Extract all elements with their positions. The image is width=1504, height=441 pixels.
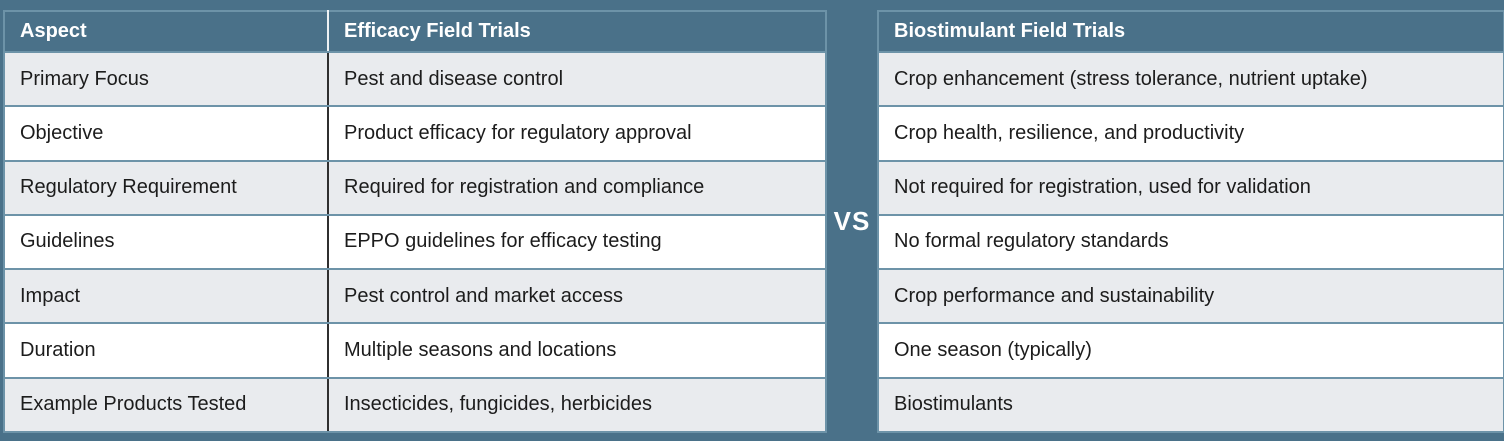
- biostimulant-table-body: Crop enhancement (stress tolerance, nutr…: [877, 50, 1504, 434]
- header-row: Aspect Efficacy Field Trials: [3, 10, 827, 53]
- table-row: Impact Pest control and market access: [3, 268, 827, 325]
- efficacy-cell: EPPO guidelines for efficacy testing: [328, 213, 827, 271]
- table-row: Guidelines EPPO guidelines for efficacy t…: [3, 213, 827, 271]
- column-header-aspect: Aspect: [3, 10, 329, 53]
- efficacy-cell: Multiple seasons and locations: [328, 322, 827, 379]
- vs-divider: VS: [827, 0, 877, 441]
- table-row: Example Products Tested Insecticides, fun…: [3, 376, 827, 434]
- aspect-cell: Example Products Tested: [3, 376, 329, 434]
- table-row: No formal regulatory standards: [877, 213, 1504, 271]
- aspect-cell: Impact: [3, 268, 329, 325]
- column-header-efficacy: Efficacy Field Trials: [327, 10, 827, 53]
- aspect-cell: Primary Focus: [3, 50, 329, 108]
- aspect-cell: Guidelines: [3, 213, 329, 271]
- table-row: Objective Product efficacy for regulatory…: [3, 105, 827, 162]
- biostimulant-cell: Biostimulants: [877, 376, 1504, 434]
- vs-label: VS: [833, 205, 871, 236]
- aspect-cell: Regulatory Requirement: [3, 159, 329, 216]
- biostimulant-cell: Crop performance and sustainability: [877, 268, 1504, 325]
- column-header-biostimulant: Biostimulant Field Trials: [877, 10, 1504, 53]
- table-row: Not required for registration, used for …: [877, 159, 1504, 216]
- efficacy-cell: Pest control and market access: [328, 268, 827, 325]
- table-row: Crop performance and sustainability: [877, 268, 1504, 325]
- biostimulant-cell: Crop health, resilience, and productivit…: [877, 105, 1504, 162]
- table-row: Primary Focus Pest and disease control: [3, 50, 827, 108]
- biostimulant-cell: Crop enhancement (stress tolerance, nutr…: [877, 50, 1504, 108]
- table-row: Regulatory Requirement Required for regis…: [3, 159, 827, 216]
- table-row: Crop health, resilience, and productivit…: [877, 105, 1504, 162]
- table-row: Duration Multiple seasons and locations: [3, 322, 827, 379]
- table-row: One season (typically): [877, 322, 1504, 379]
- efficacy-table: Aspect Efficacy Field Trials Primary Foc…: [3, 10, 827, 434]
- header-row: Biostimulant Field Trials: [877, 10, 1504, 53]
- table-row: Biostimulants: [877, 376, 1504, 434]
- efficacy-cell: Required for registration and compliance: [328, 159, 827, 216]
- aspect-cell: Objective: [3, 105, 329, 162]
- biostimulant-table: Biostimulant Field Trials Crop enhanceme…: [877, 10, 1504, 434]
- biostimulant-cell: No formal regulatory standards: [877, 213, 1504, 271]
- biostimulant-cell: Not required for registration, used for …: [877, 159, 1504, 216]
- aspect-cell: Duration: [3, 322, 329, 379]
- efficacy-cell: Pest and disease control: [328, 50, 827, 108]
- efficacy-cell: Product efficacy for regulatory approval: [328, 105, 827, 162]
- biostimulant-cell: One season (typically): [877, 322, 1504, 379]
- efficacy-cell: Insecticides, fungicides, herbicides: [328, 376, 827, 434]
- efficacy-table-body: Primary Focus Pest and disease control Obj…: [3, 50, 827, 434]
- table-row: Crop enhancement (stress tolerance, nutr…: [877, 50, 1504, 108]
